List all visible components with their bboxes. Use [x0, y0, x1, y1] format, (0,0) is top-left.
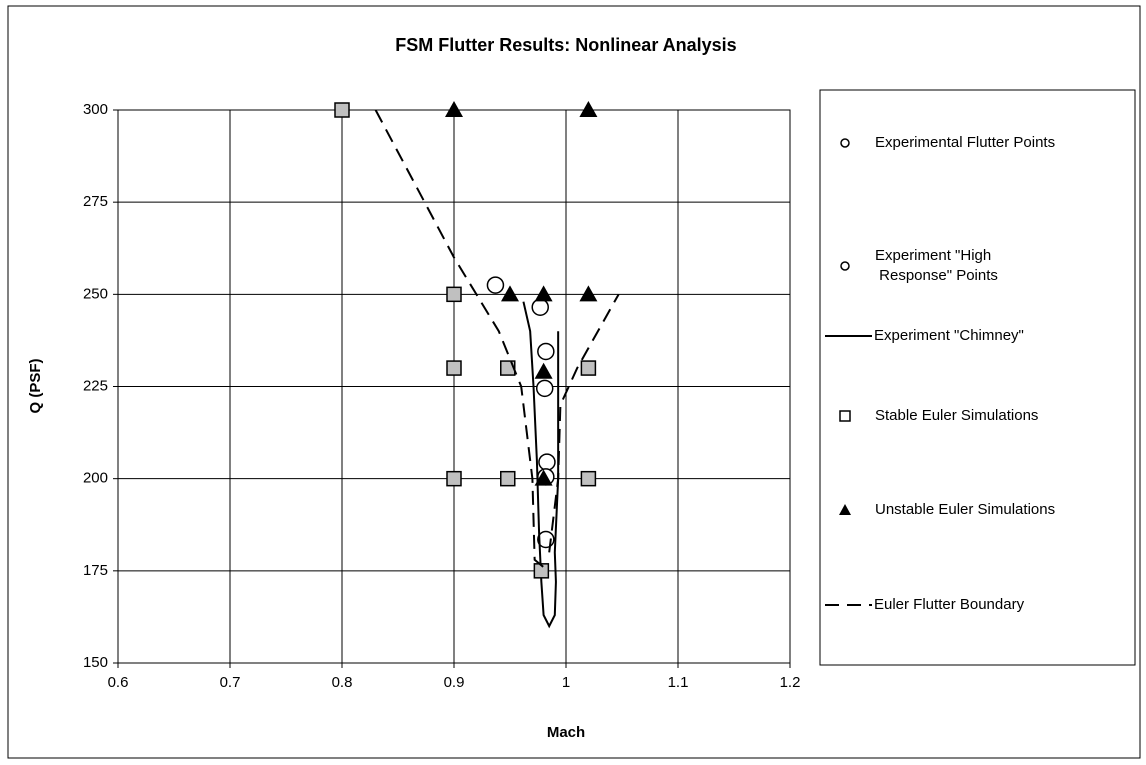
- y-tick-label: 150: [83, 654, 108, 671]
- legend-label: Unstable Euler Simulations: [875, 501, 1055, 518]
- square-marker: [446, 470, 462, 487]
- x-tick-label: 1.1: [668, 674, 689, 691]
- square-marker: [446, 360, 462, 376]
- square-marker: [533, 563, 550, 579]
- series-line: [522, 301, 560, 629]
- square-marker: [580, 470, 597, 487]
- series-line: [374, 109, 545, 568]
- x-tick-label: 0.7: [220, 674, 241, 691]
- triangle-marker: [534, 469, 553, 486]
- legend-label: Experimental Flutter Points: [875, 134, 1055, 151]
- y-tick-label: 225: [83, 377, 108, 394]
- square-marker: [446, 286, 462, 303]
- y-tick-label: 250: [83, 285, 108, 302]
- y-tick-label: 200: [83, 470, 108, 487]
- circle-marker: [531, 298, 549, 316]
- circle-marker: [486, 276, 505, 294]
- x-tick-label: 1.2: [780, 674, 801, 691]
- triangle-marker: [445, 101, 463, 117]
- legend-marker: [839, 504, 851, 515]
- chart-title: FSM Flutter Results: Nonlinear Analysis: [395, 35, 736, 55]
- legend-label: Euler Flutter Boundary: [874, 596, 1025, 613]
- square-marker: [580, 360, 597, 376]
- triangle-marker: [534, 362, 553, 379]
- legend-marker: [839, 410, 851, 422]
- y-axis-label: Q (PSF): [27, 358, 44, 413]
- legend-label: Experiment "High Response" Points: [875, 247, 998, 284]
- y-tick-label: 275: [83, 193, 108, 210]
- x-tick-label: 0.9: [444, 674, 465, 691]
- square-marker: [334, 102, 350, 118]
- circle-marker: [535, 379, 554, 398]
- x-tick-label: 1: [562, 674, 570, 691]
- legend-marker: [840, 261, 850, 271]
- y-tick-label: 300: [83, 101, 108, 118]
- triangle-marker: [579, 101, 598, 117]
- square-marker: [500, 470, 516, 487]
- legend-label: Stable Euler Simulations: [875, 407, 1038, 424]
- legend-label: Experiment "Chimney": [874, 327, 1024, 344]
- x-tick-label: 0.8: [332, 674, 353, 691]
- triangle-marker: [501, 285, 519, 302]
- circle-marker: [537, 342, 555, 361]
- triangle-marker: [579, 285, 598, 302]
- circle-marker: [538, 453, 556, 471]
- legend-marker: [840, 138, 850, 148]
- triangle-marker: [534, 285, 553, 302]
- legend-box: [819, 89, 1136, 666]
- y-tick-label: 175: [83, 562, 108, 579]
- series-line: [548, 293, 620, 553]
- x-tick-label: 0.6: [108, 674, 129, 691]
- x-axis-label: Mach: [547, 724, 585, 741]
